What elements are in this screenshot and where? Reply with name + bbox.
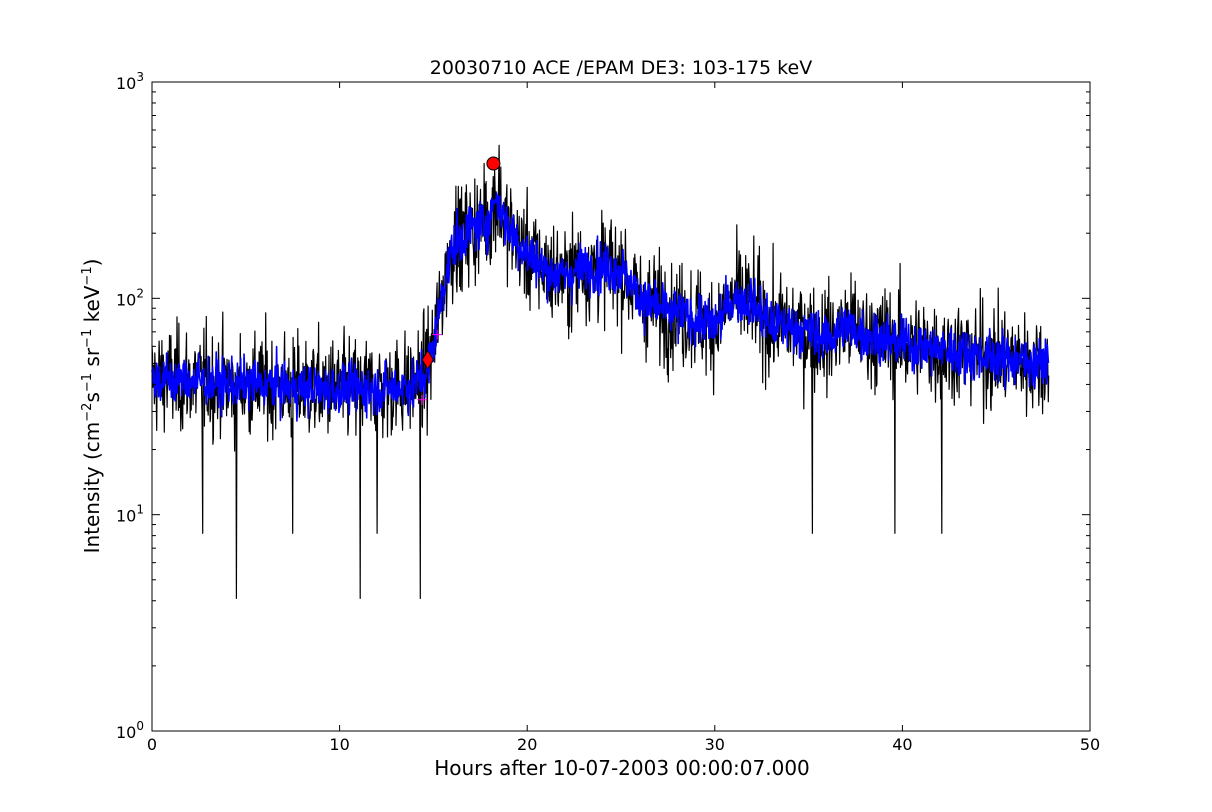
y-tick-label-3: 103 xyxy=(116,70,144,93)
y-axis-label-mid2: sr xyxy=(80,347,104,373)
plot-frame xyxy=(151,81,1091,732)
x-tick-label-4: 40 xyxy=(892,735,912,754)
y-axis-label-exp4: −1 xyxy=(80,266,95,285)
y-tick-exp-2: 2 xyxy=(136,286,144,300)
y-tick-base-2: 10 xyxy=(116,290,136,309)
y-axis-label-exp3: −1 xyxy=(80,329,95,348)
marker-diamond-1 xyxy=(421,350,434,370)
y-tick-label-0: 100 xyxy=(116,719,144,742)
y-axis-label-prefix: Intensity (cm xyxy=(80,422,104,554)
x-tick-label-2: 20 xyxy=(517,735,537,754)
x-tick-label-1: 10 xyxy=(329,735,349,754)
y-axis-label-suffix: ) xyxy=(80,259,104,267)
marker-circle-0 xyxy=(486,156,501,171)
y-tick-exp-1: 1 xyxy=(136,503,144,517)
y-tick-base-0: 10 xyxy=(116,723,136,742)
y-axis-label-exp2: −1 xyxy=(80,373,95,392)
y-tick-base-3: 10 xyxy=(116,74,136,93)
y-tick-base-1: 10 xyxy=(116,507,136,526)
chart-title: 20030710 ACE /EPAM DE3: 103-175 keV xyxy=(430,57,812,79)
marker-plus-3 xyxy=(432,329,443,340)
y-tick-exp-0: 0 xyxy=(136,719,144,733)
series-layer xyxy=(151,144,1050,599)
x-tick-label-3: 30 xyxy=(705,735,725,754)
y-axis-label-mid1: s xyxy=(80,392,104,402)
x-axis-label: Hours after 10-07-2003 00:00:07.000 xyxy=(434,756,810,780)
y-tick-label-1: 101 xyxy=(116,503,144,526)
x-tick-label-0: 0 xyxy=(147,735,157,754)
y-tick-exp-3: 3 xyxy=(136,70,144,84)
series-line-1 xyxy=(151,192,1050,422)
marker-plus-2 xyxy=(417,394,428,405)
y-tick-label-2: 102 xyxy=(116,286,144,309)
y-axis-label: Intensity (cm−2s−1 sr−1 keV−1) xyxy=(80,259,104,554)
marker-layer xyxy=(417,156,501,405)
y-axis-label-exp1: −2 xyxy=(80,403,95,422)
y-axis-label-mid3: keV xyxy=(80,285,104,329)
x-tick-label-5: 50 xyxy=(1080,735,1100,754)
